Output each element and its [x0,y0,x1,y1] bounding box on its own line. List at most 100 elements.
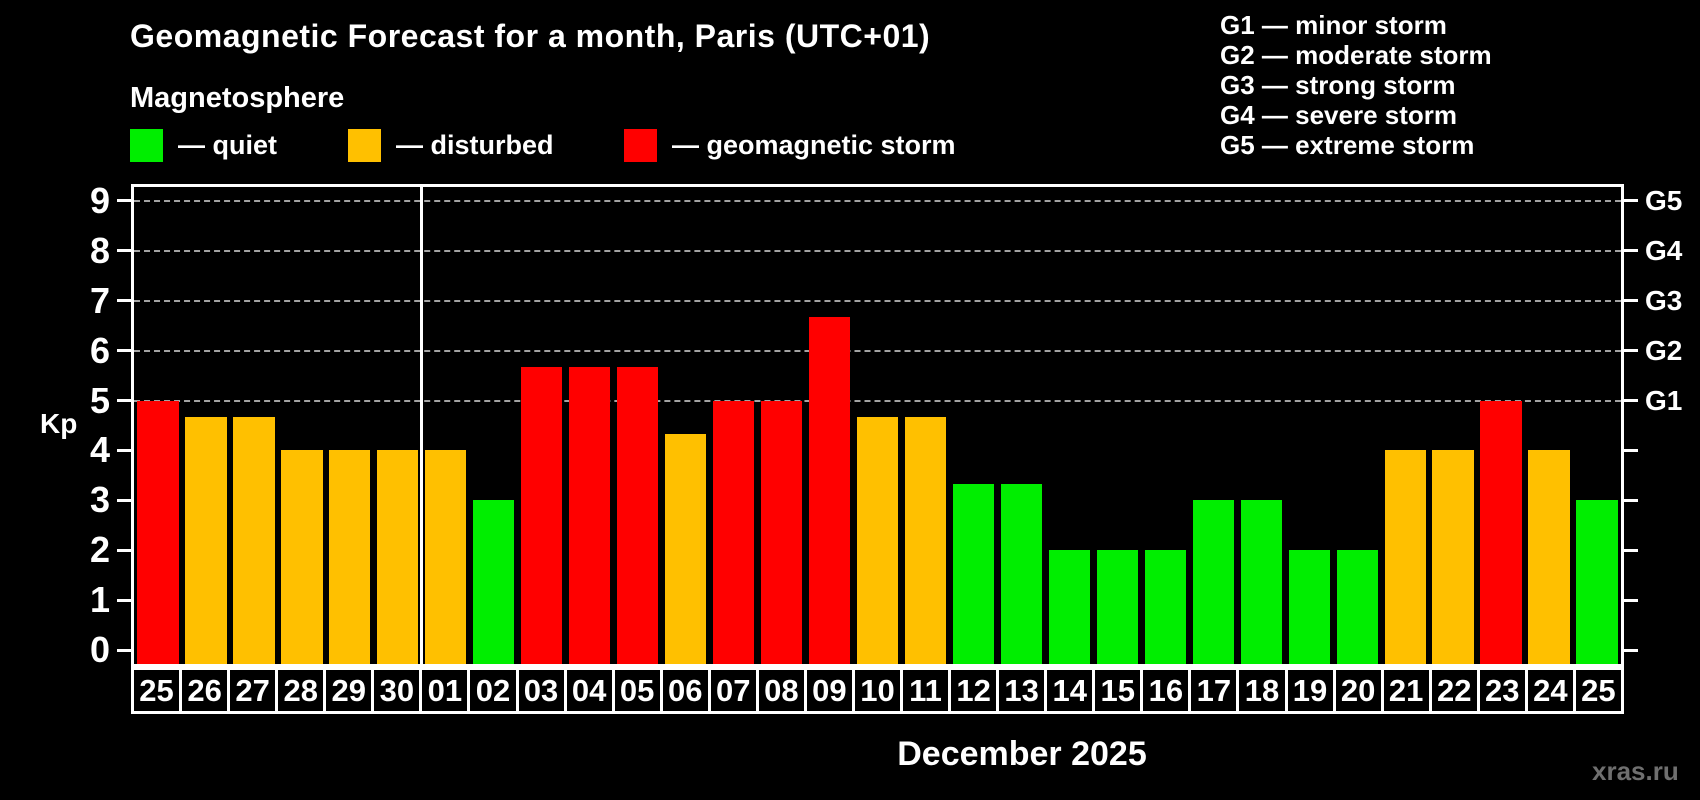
date-cell-01: 01 [419,670,467,711]
right-axis-tick [1624,648,1638,652]
kp-bar-16 [1144,550,1186,664]
right-axis-tick [1624,598,1638,602]
y-tick-label: 2 [89,529,110,571]
kp-bar-30 [377,450,419,664]
kp-bar-28 [281,450,323,664]
y-tick-label: 1 [89,579,110,621]
kp-bar-03 [521,367,563,664]
date-cell-10: 10 [851,670,900,711]
y-tick-label: 6 [89,329,110,371]
kp-bar-22 [1432,450,1474,664]
date-cell-12: 12 [948,670,996,711]
kp-bar-25 [1576,500,1618,664]
date-cell-21: 21 [1380,670,1429,711]
kp-bar-15 [1096,550,1138,664]
date-cell-25: 25 [139,673,174,708]
date-cell-11: 11 [900,670,948,711]
g4-legend-line: G4 — severe storm [1220,100,1458,130]
kp-bar-24 [1528,450,1570,664]
y-axis-tick [117,349,131,353]
g-scale-label: G1 [1645,384,1683,416]
legend-item-disturbed: — disturbed [348,128,554,163]
y-tick-label: 5 [89,379,110,421]
gridline-kp5 [134,399,1621,402]
g3-legend-line: G3 — strong storm [1220,70,1456,100]
g-scale-legend: G1 — minor storm G2 — moderate storm G3 … [1220,10,1492,160]
g-scale-label: G4 [1645,234,1683,266]
kp-bar-21 [1384,450,1426,664]
x-axis-title: December 2025 [897,735,1147,773]
date-cell-04: 04 [563,670,612,711]
date-cell-26: 26 [179,670,227,711]
quiet-label: — quiet [178,130,277,160]
kp-bar-01 [425,450,467,664]
legend-item-storm: — geomagnetic storm [624,128,956,163]
kp-bar-08 [760,400,803,664]
kp-bar-23 [1480,400,1522,664]
disturbed-color-swatch [348,129,381,162]
kp-bar-14 [1048,550,1090,664]
gridline-kp7 [134,299,1621,302]
y-axis-tick [117,598,131,602]
y-axis-tick [117,498,131,502]
date-cell-13: 13 [996,670,1044,711]
y-axis-tick [117,548,131,552]
date-cell-08: 08 [755,670,804,711]
kp-bar-02 [473,500,515,664]
disturbed-label: — disturbed [396,130,554,160]
date-cell-06: 06 [659,670,708,711]
quiet-color-swatch [130,129,163,162]
kp-bar-12 [952,483,995,664]
kp-bar-07 [712,400,755,664]
page-title: Geomagnetic Forecast for a month, Paris … [130,18,931,54]
kp-bar-06 [665,433,707,664]
date-cell-20: 20 [1332,670,1381,711]
g1-legend-line: G1 — minor storm [1220,10,1447,40]
kp-bar-18 [1240,500,1282,664]
date-cell-02: 02 [467,670,515,711]
date-cell-25: 25 [1572,670,1621,711]
date-cell-07: 07 [707,670,756,711]
y-axis-tick [117,648,131,652]
g5-legend-line: G5 — extreme storm [1220,130,1475,160]
kp-bar-05 [617,367,659,664]
date-cell-18: 18 [1236,670,1284,711]
legend-item-quiet: — quiet [130,128,277,163]
kp-bar-26 [185,416,227,664]
kp-bar-20 [1336,550,1378,664]
y-tick-label: 4 [89,429,110,471]
storm-label: — geomagnetic storm [672,130,956,160]
y-tick-label: 3 [89,479,110,521]
gridline-kp8 [134,249,1621,252]
storm-color-swatch [624,129,657,162]
date-cell-19: 19 [1284,670,1333,711]
date-cell-29: 29 [323,670,371,711]
date-cell-14: 14 [1044,670,1092,711]
kp-bar-17 [1192,500,1234,664]
y-axis-tick [117,299,131,303]
y-tick-label: 9 [89,179,110,221]
date-cell-15: 15 [1092,670,1140,711]
g-scale-label: G2 [1645,334,1683,366]
right-axis-tick [1624,399,1638,402]
month-separator-line [420,187,424,664]
date-cell-23: 23 [1476,670,1525,711]
kp-bar-29 [329,450,371,664]
date-cell-30: 30 [371,670,419,711]
y-tick-label: 8 [89,229,110,271]
gridline-kp9 [134,199,1621,202]
date-cell-05: 05 [611,670,660,711]
date-cell-28: 28 [275,670,323,711]
right-axis-tick [1624,199,1638,203]
kp-bar-19 [1288,550,1330,664]
date-cell-17: 17 [1188,670,1236,711]
date-cell-03: 03 [515,670,564,711]
y-axis-tick [117,249,131,253]
date-cell-09: 09 [803,670,852,711]
right-axis-tick [1624,498,1638,502]
y-axis-tick [117,199,131,203]
kp-bar-27 [233,416,275,664]
kp-bar-25 [137,400,179,664]
date-cell-27: 27 [227,670,275,711]
